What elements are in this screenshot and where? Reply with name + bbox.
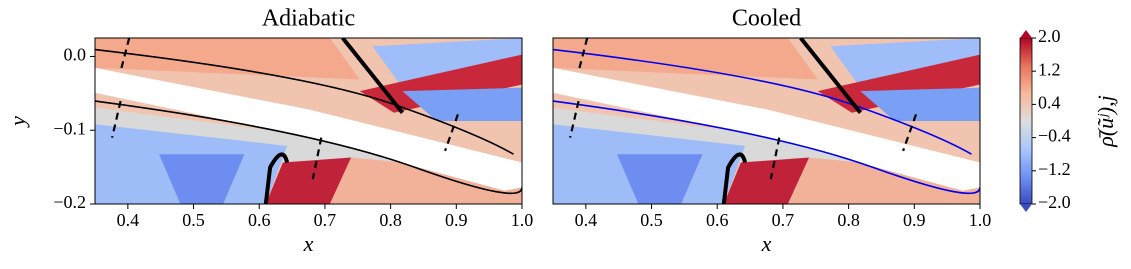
colorbar-label: ρ̄(ũʲ),j — [1093, 95, 1118, 147]
probe-line — [577, 38, 589, 72]
x-tick-label: 0.9 — [903, 210, 926, 230]
probe-line — [444, 114, 459, 152]
region-blue-dark — [159, 154, 245, 204]
axes-frame — [94, 37, 523, 205]
y-axis-label: y — [5, 116, 30, 128]
panel-title: Adiabatic — [262, 6, 355, 32]
colorbar-tick-label: −0.4 — [1038, 126, 1071, 146]
colorbar-tick-label: 1.2 — [1038, 59, 1061, 79]
colorbar-tick-label: −2.0 — [1038, 192, 1071, 212]
colorbar-tick-label: 2.0 — [1038, 26, 1061, 46]
y-tick-label: 0.0 — [64, 45, 87, 65]
colorbar — [1019, 37, 1033, 205]
x-tick-label: 0.4 — [117, 210, 140, 230]
region-red-light-low — [787, 157, 980, 204]
x-tick-label: 0.8 — [837, 210, 860, 230]
airfoil — [553, 67, 980, 191]
x-tick-label: 0.7 — [314, 210, 337, 230]
probe-line — [569, 100, 580, 138]
x-tick-label: 0.5 — [640, 210, 663, 230]
region-red-low — [723, 157, 810, 204]
region-blue-mid — [402, 87, 522, 121]
x-tick-label: 1.0 — [511, 210, 534, 230]
probe-line — [902, 114, 918, 152]
field — [95, 38, 522, 204]
x-tick-label: 1.0 — [969, 210, 992, 230]
colorbar-tick-label: −1.2 — [1038, 159, 1071, 179]
region-blue-mid — [860, 87, 980, 121]
x-axis-label: x — [761, 231, 772, 256]
x-tick-label: 0.5 — [182, 210, 205, 230]
x-tick-label: 0.9 — [445, 210, 468, 230]
colorbar-tick-label: 0.4 — [1038, 93, 1061, 113]
region-red-light — [553, 38, 818, 80]
region-red-light-low — [329, 157, 522, 204]
field — [553, 38, 980, 204]
streamline — [553, 100, 980, 195]
panel-title: Cooled — [732, 6, 801, 32]
streamline — [553, 48, 972, 155]
x-tick-label: 0.6 — [248, 210, 271, 230]
y-tick-label: −0.1 — [53, 118, 86, 138]
colorbar-extend — [1020, 30, 1032, 38]
region-red-light — [95, 38, 360, 80]
axes-frame — [552, 37, 981, 205]
x-tick-label: 0.4 — [575, 210, 598, 230]
region-red-top — [817, 54, 980, 113]
probe-line — [111, 100, 122, 138]
region-blue-top — [830, 38, 980, 88]
shock-line — [799, 38, 862, 114]
colorbar-extend — [1020, 204, 1032, 212]
shock-line — [341, 38, 404, 114]
probe-line — [119, 38, 131, 72]
streamline — [95, 48, 514, 155]
shock-line — [721, 152, 748, 204]
streamline — [95, 100, 522, 195]
region-blue-top — [372, 38, 522, 88]
airfoil — [95, 67, 522, 191]
shock-line — [263, 152, 290, 204]
region-blue-dark — [617, 154, 703, 204]
x-tick-label: 0.7 — [772, 210, 795, 230]
y-tick-label: −0.2 — [53, 192, 86, 212]
x-tick-label: 0.6 — [706, 210, 729, 230]
region-red-low — [265, 157, 352, 204]
x-axis-label: x — [303, 231, 314, 256]
region-red-top — [359, 54, 522, 113]
x-tick-label: 0.8 — [379, 210, 402, 230]
